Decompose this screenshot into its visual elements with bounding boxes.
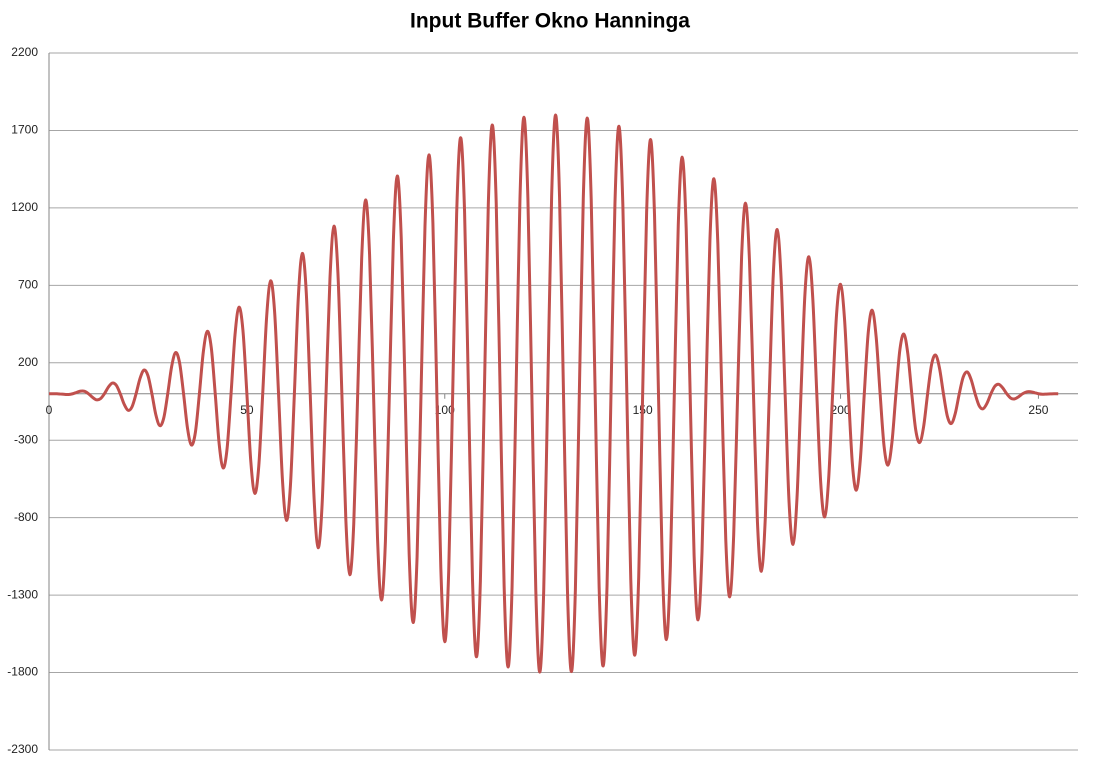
y-tick-label: 2200: [11, 45, 38, 59]
y-tick-label: -1800: [7, 665, 38, 679]
y-tick-label: 700: [18, 278, 38, 292]
x-tick-label: 0: [46, 403, 53, 417]
x-tick-label: 250: [1028, 403, 1048, 417]
x-tick-label: 200: [831, 403, 851, 417]
y-tick-label: 1700: [11, 123, 38, 137]
data-line: [49, 113, 1059, 674]
y-tick-label: -1300: [7, 587, 38, 601]
y-tick-label: -800: [14, 510, 38, 524]
y-tick-label: 200: [18, 355, 38, 369]
y-tick-label: -300: [14, 432, 38, 446]
chart-title: Input Buffer Okno Hanninga: [410, 10, 690, 33]
y-tick-label: 1200: [11, 200, 38, 214]
y-tick-label: -2300: [7, 742, 38, 756]
x-tick-label: 100: [435, 403, 455, 417]
